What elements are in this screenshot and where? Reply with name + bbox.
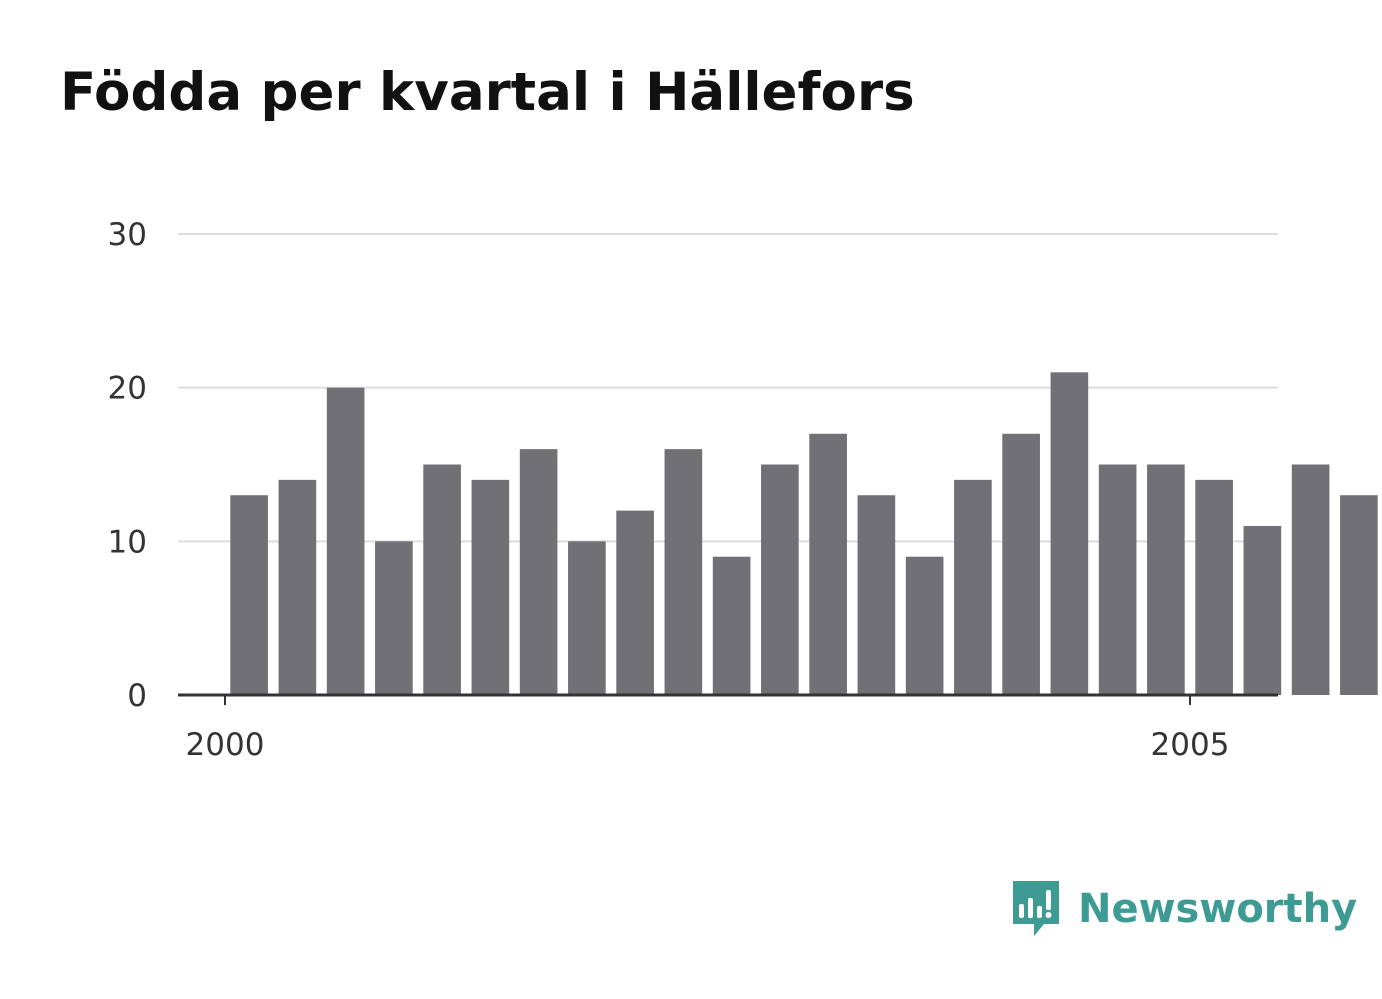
y-tick-labels: 0 10 20 30 bbox=[108, 217, 147, 714]
bar bbox=[1243, 525, 1282, 695]
bar bbox=[1195, 479, 1233, 695]
newsworthy-brand: Newsworthy bbox=[1010, 878, 1357, 940]
x-ticks: 200020052010201520202025 bbox=[186, 695, 1230, 763]
newsworthy-logo-icon bbox=[1013, 881, 1059, 936]
bar bbox=[326, 387, 365, 695]
bar bbox=[761, 464, 799, 695]
bars bbox=[230, 372, 1378, 695]
bar bbox=[1147, 464, 1185, 695]
bar bbox=[471, 479, 510, 695]
bar bbox=[954, 479, 992, 695]
bar bbox=[230, 495, 268, 695]
y-tick-label: 0 bbox=[127, 678, 147, 714]
y-tick-label: 20 bbox=[108, 371, 147, 407]
bar bbox=[1291, 464, 1330, 695]
bar bbox=[664, 449, 703, 695]
bar bbox=[712, 556, 751, 695]
x-tick-label: 2005 bbox=[1151, 727, 1230, 763]
bar bbox=[809, 433, 847, 695]
bar bbox=[278, 479, 317, 695]
bar bbox=[519, 449, 558, 695]
y-tick-label: 10 bbox=[108, 524, 147, 560]
chart-title: Födda per kvartal i Hällefors bbox=[60, 62, 915, 123]
x-tick-label: 2000 bbox=[186, 727, 265, 763]
bar bbox=[423, 464, 461, 695]
bar bbox=[905, 556, 944, 695]
bar bbox=[1098, 464, 1137, 695]
bar bbox=[1050, 372, 1089, 695]
bar bbox=[616, 510, 654, 695]
brand-name: Newsworthy bbox=[1078, 886, 1358, 932]
bar bbox=[1002, 433, 1040, 695]
bar bbox=[1340, 495, 1378, 695]
bar bbox=[375, 541, 413, 695]
bar bbox=[568, 541, 606, 695]
y-tick-label: 30 bbox=[108, 217, 147, 253]
bar bbox=[857, 495, 896, 695]
